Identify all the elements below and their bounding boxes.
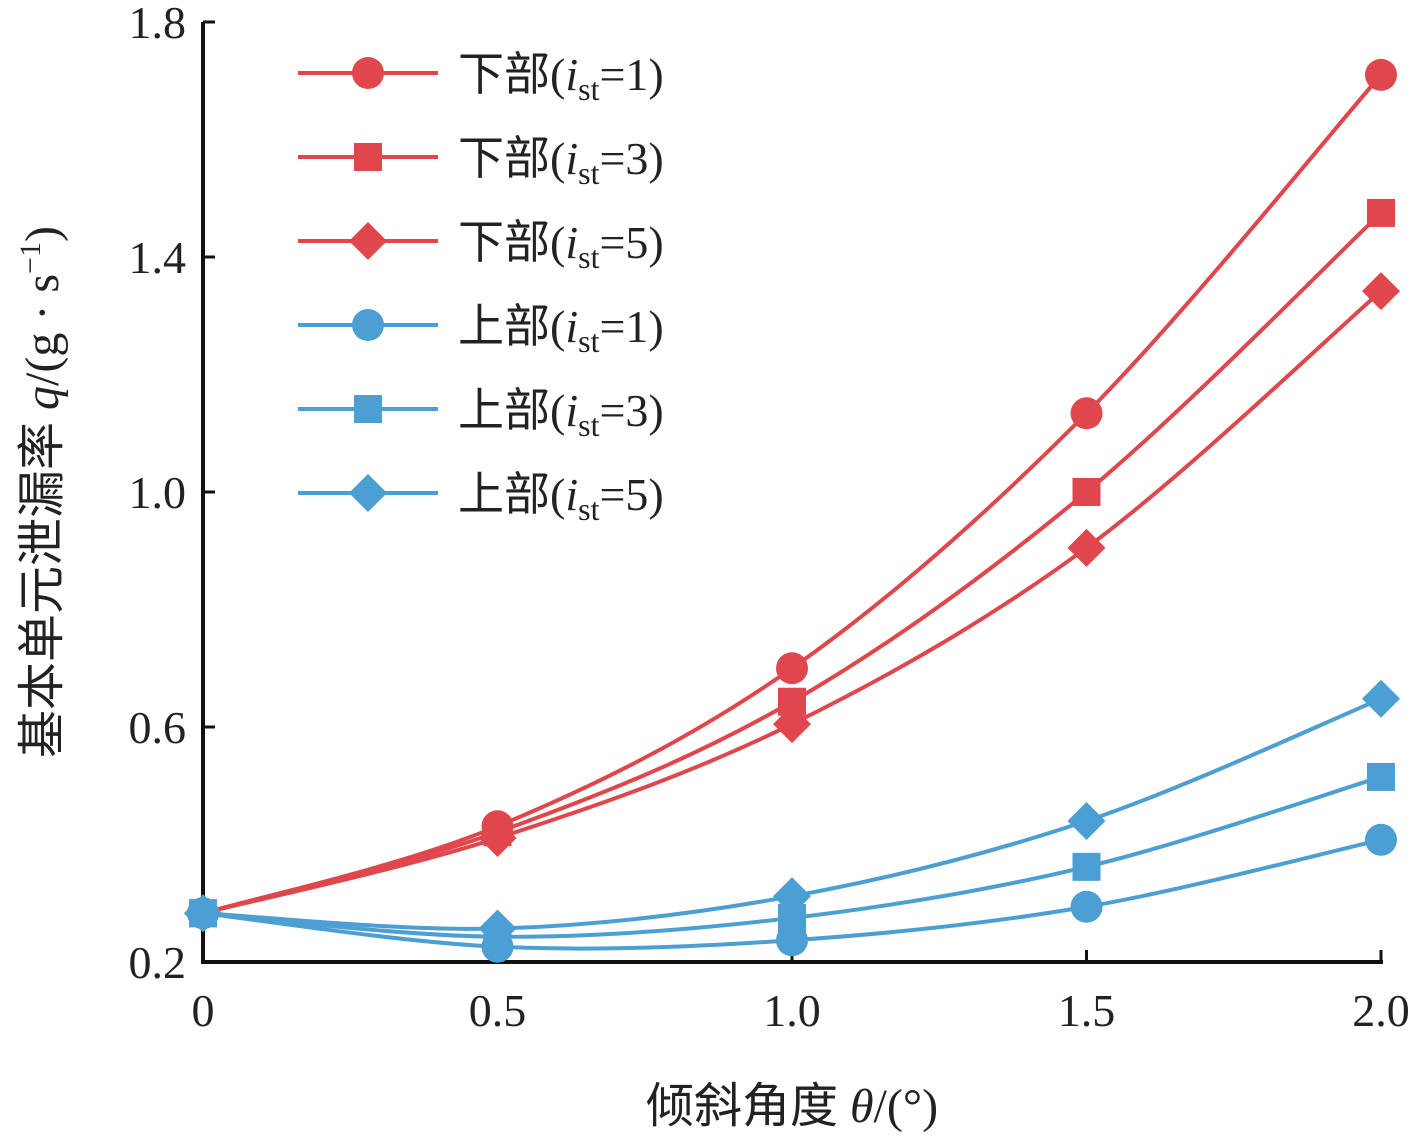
data-point (478, 909, 517, 948)
x-tick-label: 1.0 (763, 985, 821, 1036)
legend-marker-circle (352, 309, 384, 341)
data-point (773, 705, 811, 744)
legend-item: 上部(ist=5) (298, 469, 664, 527)
data-point (1067, 802, 1106, 840)
data-point (1070, 890, 1103, 923)
data-point (1362, 679, 1400, 718)
series-2 (189, 198, 1395, 928)
data-point (1367, 198, 1395, 227)
data-point (1365, 58, 1397, 91)
legend-label: 上部(ist=3) (458, 385, 664, 443)
data-point (1072, 852, 1101, 881)
data-point (478, 819, 517, 858)
legend-marker-diamond (349, 474, 387, 512)
data-point (776, 924, 808, 957)
legend-label: 下部(ist=5) (458, 217, 664, 275)
legend-marker-diamond (349, 222, 387, 260)
x-axis-label: 倾斜角度 θ/(°) (646, 1080, 938, 1133)
x-tick-label: 1.5 (1058, 985, 1116, 1036)
data-point (184, 894, 222, 933)
series-line (202, 73, 1383, 916)
legend-label: 下部(ist=1) (458, 49, 664, 107)
legend-item: 上部(ist=3) (298, 385, 664, 443)
data-point (773, 877, 811, 916)
legend-label: 下部(ist=3) (458, 133, 664, 191)
data-point (1367, 762, 1395, 791)
data-point (1070, 397, 1103, 430)
x-tick-label: 0 (192, 985, 215, 1036)
x-tick-label: 0.5 (469, 985, 527, 1036)
y-tick-label: 0.2 (129, 937, 187, 988)
legend-marker-circle (352, 57, 384, 89)
legend-item: 下部(ist=1) (298, 49, 664, 107)
series-6 (184, 679, 1400, 948)
y-axis-label: 基本单元泄漏率 q/(g · s−1) (14, 226, 69, 758)
legend-item: 下部(ist=5) (298, 217, 664, 275)
legend-marker-square (354, 143, 382, 171)
legend-marker-square (354, 395, 382, 423)
data-point (776, 652, 808, 685)
series-line (202, 211, 1383, 916)
y-tick-label: 1.0 (129, 467, 187, 518)
data-point (1072, 478, 1101, 506)
legend-label: 上部(ist=5) (458, 469, 664, 527)
legend-item: 上部(ist=1) (298, 301, 664, 359)
legend-item: 下部(ist=3) (298, 133, 664, 191)
legend: 下部(ist=1) 下部(ist=3) 下部(ist=5) 上部(ist=1) 上部(i… (298, 49, 664, 527)
data-point (1362, 272, 1400, 311)
series-5 (189, 762, 1395, 951)
y-tick-label: 1.8 (129, 0, 187, 48)
axes: 0 0.5 1.0 1.5 2.0 0.2 0.6 1.0 1.4 1.8 (129, 0, 1410, 1036)
series-group (184, 58, 1400, 963)
x-tick-label: 2.0 (1352, 985, 1410, 1036)
y-tick-label: 1.4 (129, 232, 187, 283)
data-point (1067, 528, 1106, 567)
legend-label: 上部(ist=1) (458, 301, 664, 359)
y-tick-label: 0.6 (129, 702, 187, 753)
data-point (1365, 823, 1397, 856)
